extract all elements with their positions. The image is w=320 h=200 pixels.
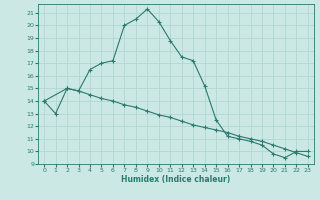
X-axis label: Humidex (Indice chaleur): Humidex (Indice chaleur)	[121, 175, 231, 184]
